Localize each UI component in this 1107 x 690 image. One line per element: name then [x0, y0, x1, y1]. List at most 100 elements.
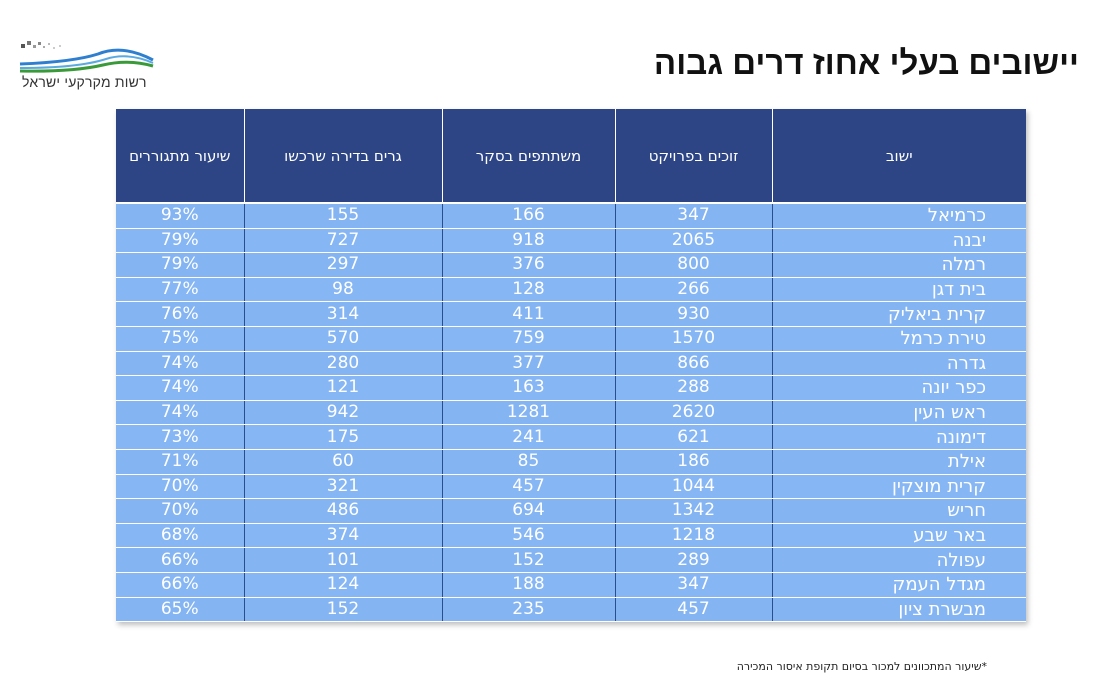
living-cell: 155: [243, 201, 442, 229]
rate-cell: 79%: [116, 228, 244, 254]
table-row: חריש 1342 694 486 70%: [116, 498, 1026, 524]
living-cell: 152: [243, 597, 442, 623]
living-cell: 280: [243, 351, 442, 377]
settlement-cell: עפולה: [771, 547, 1026, 573]
living-cell: 727: [243, 228, 442, 254]
living-cell: 570: [243, 326, 442, 352]
participants-cell: 241: [441, 424, 615, 450]
settlement-cell: רמלה: [771, 252, 1026, 278]
table-header: ישוב זוכים בפרויקט משתתפים בסקר גרים בדירה …: [116, 109, 1026, 203]
living-cell: 98: [243, 277, 442, 303]
winners-cell: 288: [614, 375, 772, 401]
rate-cell: 75%: [116, 326, 244, 352]
living-cell: 486: [243, 498, 442, 524]
winners-cell: 930: [614, 301, 772, 327]
settlement-cell: מבשרת ציון: [771, 597, 1026, 623]
participants-cell: 759: [441, 326, 615, 352]
living-cell: 60: [243, 449, 442, 475]
winners-cell: 289: [614, 547, 772, 573]
header-residence-rate: שיעור מתגוררים: [116, 109, 244, 203]
living-cell: 374: [243, 523, 442, 549]
table-row: קרית ביאליק 930 411 314 76%: [116, 301, 1026, 327]
living-cell: 942: [243, 400, 442, 426]
winners-cell: 347: [614, 572, 772, 598]
rate-cell: 73%: [116, 424, 244, 450]
participants-cell: 163: [441, 375, 615, 401]
rate-cell: 70%: [116, 498, 244, 524]
page-title: יישובים בעלי אחוז דרים גבוה: [653, 44, 1079, 81]
living-cell: 297: [243, 252, 442, 278]
table-row: אילת 186 85 60 71%: [116, 449, 1026, 475]
winners-cell: 1044: [614, 474, 772, 500]
table-row: מגדל העמק 347 188 124 66%: [116, 572, 1026, 598]
settlement-cell: כפר יונה: [771, 375, 1026, 401]
settlement-cell: קרית מוצקין: [771, 474, 1026, 500]
participants-cell: 694: [441, 498, 615, 524]
participants-cell: 457: [441, 474, 615, 500]
winners-cell: 2065: [614, 228, 772, 254]
header-row: ישוב זוכים בפרויקט משתתפים בסקר גרים בדירה …: [116, 109, 1026, 203]
winners-cell: 186: [614, 449, 772, 475]
living-cell: 321: [243, 474, 442, 500]
header-settlement: ישוב: [771, 109, 1026, 203]
living-cell: 175: [243, 424, 442, 450]
participants-cell: 377: [441, 351, 615, 377]
winners-cell: 1218: [614, 523, 772, 549]
table-row: עפולה 289 152 101 66%: [116, 547, 1026, 573]
table-row: קרית מוצקין 1044 457 321 70%: [116, 474, 1026, 500]
settlement-cell: גדרה: [771, 351, 1026, 377]
winners-cell: 1342: [614, 498, 772, 524]
winners-cell: 1570: [614, 326, 772, 352]
table-row: דימונה 621 241 175 73%: [116, 424, 1026, 450]
header-living-in-apartment: גרים בדירה שרכשו: [243, 109, 442, 203]
participants-cell: 411: [441, 301, 615, 327]
participants-cell: 918: [441, 228, 615, 254]
table-row: רמלה 800 376 297 79%: [116, 252, 1026, 278]
settlement-cell: ראש העין: [771, 400, 1026, 426]
settlement-cell: בית דגן: [771, 277, 1026, 303]
logo-text: רשות מקרקעי ישראל: [22, 74, 147, 90]
rate-cell: 70%: [116, 474, 244, 500]
rate-cell: 77%: [116, 277, 244, 303]
data-table: ישוב זוכים בפרויקט משתתפים בסקר גרים בדירה …: [116, 109, 1026, 623]
settlement-cell: יבנה: [771, 228, 1026, 254]
rate-cell: 71%: [116, 449, 244, 475]
logo-graphic: [19, 41, 154, 73]
participants-cell: 376: [441, 252, 615, 278]
settlement-cell: מגדל העמק: [771, 572, 1026, 598]
header-winners: זוכים בפרויקט: [614, 109, 772, 203]
participants-cell: 152: [441, 547, 615, 573]
rate-cell: 65%: [116, 597, 244, 623]
rate-cell: 74%: [116, 351, 244, 377]
participants-cell: 235: [441, 597, 615, 623]
rate-cell: 76%: [116, 301, 244, 327]
winners-cell: 347: [614, 201, 772, 229]
settlement-cell: כרמיאל: [771, 201, 1026, 229]
winners-cell: 621: [614, 424, 772, 450]
logo: רשות מקרקעי ישראל: [18, 38, 168, 98]
living-cell: 121: [243, 375, 442, 401]
table-row: באר שבע 1218 546 374 68%: [116, 523, 1026, 549]
rate-cell: 79%: [116, 252, 244, 278]
participants-cell: 546: [441, 523, 615, 549]
rate-cell: 66%: [116, 547, 244, 573]
table-row: מבשרת ציון 457 235 152 65%: [116, 597, 1026, 623]
rate-cell: 66%: [116, 572, 244, 598]
rate-cell: 74%: [116, 375, 244, 401]
table-row: כרמיאל 347 166 155 93%: [116, 201, 1026, 229]
table-row: כפר יונה 288 163 121 74%: [116, 375, 1026, 401]
rate-cell: 68%: [116, 523, 244, 549]
winners-cell: 457: [614, 597, 772, 623]
table-row: בית דגן 266 128 98 77%: [116, 277, 1026, 303]
participants-cell: 85: [441, 449, 615, 475]
participants-cell: 188: [441, 572, 615, 598]
settlement-cell: חריש: [771, 498, 1026, 524]
rate-cell: 74%: [116, 400, 244, 426]
winners-cell: 866: [614, 351, 772, 377]
rate-cell: 93%: [116, 201, 244, 229]
settlement-cell: באר שבע: [771, 523, 1026, 549]
winners-cell: 266: [614, 277, 772, 303]
living-cell: 101: [243, 547, 442, 573]
table-row: ראש העין 2620 1281 942 74%: [116, 400, 1026, 426]
table-row: טירת כרמל 1570 759 570 75%: [116, 326, 1026, 352]
